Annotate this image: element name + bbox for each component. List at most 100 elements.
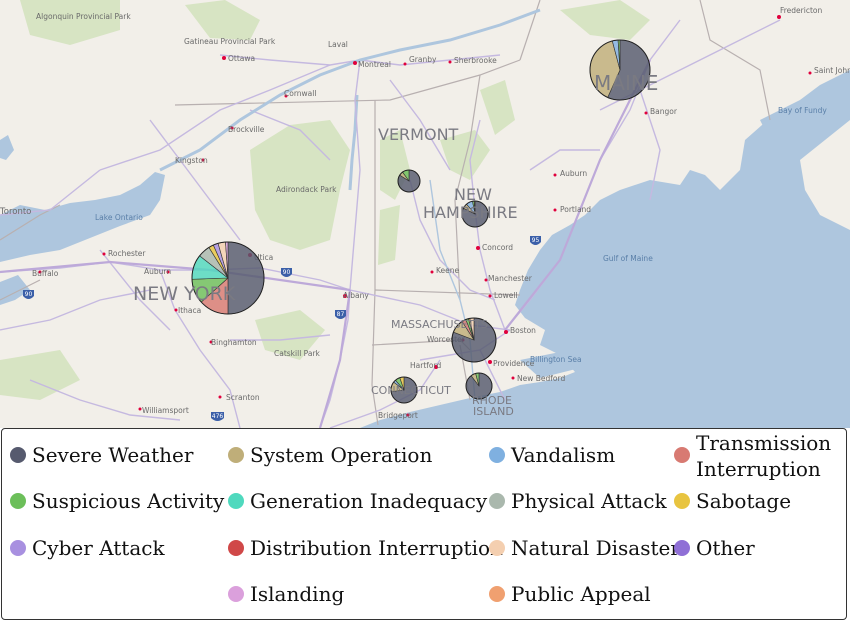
legend-swatch <box>489 493 505 509</box>
place-label-montreal: Montreal <box>358 60 391 69</box>
legend-label: Suspicious Activity <box>32 489 225 513</box>
place-label-auburn-ny: Auburn <box>144 267 171 276</box>
state-label-connecticut: CONNECTICUT <box>371 384 451 397</box>
place-label-saint-john: Saint John <box>814 66 850 75</box>
place-label-albany: Albany <box>343 291 369 300</box>
legend-label: Cyber Attack <box>32 536 165 560</box>
legend-swatch <box>674 540 690 556</box>
legend-label: Other <box>696 536 755 560</box>
place-label-keene: Keene <box>436 266 460 275</box>
bay-of-fundy <box>760 78 850 150</box>
legend-item-sabotage: Sabotage <box>674 488 791 514</box>
legend-item-other: Other <box>674 535 755 561</box>
state-label-rhode-island-1: RHODE <box>472 394 512 407</box>
place-label-portland: Portland <box>560 205 591 214</box>
legend-label: Islanding <box>250 582 345 606</box>
place-label-utica: Utica <box>254 253 273 262</box>
legend-swatch <box>228 447 244 463</box>
place-label-billington-sea: Billington Sea <box>530 355 582 364</box>
city-dots <box>38 15 812 417</box>
place-label-lowell: Lowell <box>494 291 518 300</box>
place-label-scranton: Scranton <box>226 393 260 402</box>
pie-new-york[interactable] <box>191 241 265 315</box>
place-label-fredericton: Fredericton <box>780 6 822 15</box>
place-label-ithaca: Ithaca <box>178 306 201 315</box>
place-label-gulf-of-maine: Gulf of Maine <box>603 254 653 263</box>
pie-outline <box>191 241 265 315</box>
place-label-auburn-me: Auburn <box>560 169 587 178</box>
highway-shields: 90 87 95 90 476 <box>23 236 541 421</box>
legend-label: Public Appeal <box>511 582 651 606</box>
legend-swatch <box>228 540 244 556</box>
svg-text:90: 90 <box>25 291 33 298</box>
place-label-adirondack: Adirondack Park <box>276 185 337 194</box>
legend-label: System Operation <box>250 443 433 467</box>
legend-label-line2: Interruption <box>696 457 821 481</box>
place-label-williamsport: Williamsport <box>142 406 189 415</box>
place-label-boston: Boston <box>510 326 536 335</box>
state-label-new-hampshire-1: NEW <box>454 185 492 204</box>
pie-outline <box>589 39 651 101</box>
legend-label: Generation Inadequacy <box>250 489 488 513</box>
place-label-binghamton: Binghamton <box>211 338 257 347</box>
state-label-massachusetts: MASSACHUSETTS <box>391 318 488 331</box>
atlantic-ocean <box>360 70 850 428</box>
legend-label: Natural Disaster <box>511 536 680 560</box>
place-label-toronto: Toronto <box>0 207 31 217</box>
pie-maine[interactable] <box>589 39 651 101</box>
legend-item-severe-weather: Severe Weather <box>10 442 193 468</box>
state-labels: MAINE VERMONT NEW HAMPSHIRE NEW YORK MAS… <box>133 71 658 418</box>
legend-swatch <box>489 586 505 602</box>
highway-shield: 95 <box>530 236 541 245</box>
place-label-cornwall: Cornwall <box>284 89 316 98</box>
legend-item-system-operation: System Operation <box>228 442 432 468</box>
legend: Severe Weather System Operation Vandalis… <box>1 428 847 620</box>
legend-item-transmission-interruption: Transmission Interruption <box>674 430 831 482</box>
place-label-sherbrooke: Sherbrooke <box>454 56 497 65</box>
legend-item-vandalism: Vandalism <box>489 442 615 468</box>
place-label-brockville: Brockville <box>228 125 265 134</box>
georgian-bay <box>0 135 14 160</box>
legend-swatch <box>10 447 26 463</box>
svg-text:87: 87 <box>337 311 345 318</box>
place-label-algonquin: Algonquin Provincial Park <box>36 12 131 21</box>
place-label-buffalo: Buffalo <box>32 269 59 278</box>
nova-scotia <box>800 120 850 230</box>
legend-swatch <box>674 447 690 463</box>
legend-item-natural-disaster: Natural Disaster <box>489 535 680 561</box>
lake-erie <box>0 275 30 305</box>
state-label-new-york: NEW YORK <box>133 283 236 305</box>
place-label-kingston: Kingston <box>175 156 208 165</box>
map[interactable]: Algonquin Provincial Park Ottawa Gatinea… <box>0 0 850 428</box>
place-label-laval: Laval <box>328 40 348 49</box>
legend-label: Physical Attack <box>511 489 667 513</box>
pie-rhode-island[interactable] <box>465 372 493 400</box>
place-labels: Algonquin Provincial Park Ottawa Gatinea… <box>0 6 850 420</box>
place-label-concord: Concord <box>482 243 513 252</box>
place-label-rochester: Rochester <box>108 249 146 258</box>
pie-massachusetts[interactable] <box>451 317 497 363</box>
legend-label: Sabotage <box>696 489 792 513</box>
pie-vermont[interactable] <box>397 169 421 193</box>
pie-outline <box>451 317 497 363</box>
legend-swatch <box>489 447 505 463</box>
legend-swatch <box>228 586 244 602</box>
state-label-maine: MAINE <box>594 71 658 95</box>
pie-new-hampshire[interactable] <box>461 200 489 228</box>
legend-swatch <box>10 493 26 509</box>
parks <box>0 0 650 400</box>
place-label-worcester: Worcester <box>427 335 466 344</box>
highway-shield: 476 <box>211 412 224 421</box>
legend-item-suspicious-activity: Suspicious Activity <box>10 488 224 514</box>
legend-item-generation-inadequacy: Generation Inadequacy <box>228 488 487 514</box>
place-label-manchester: Manchester <box>488 274 533 283</box>
pie-connecticut[interactable] <box>390 376 418 404</box>
legend-item-islanding: Islanding <box>228 581 344 607</box>
st-lawrence <box>159 8 541 172</box>
svg-text:95: 95 <box>532 237 540 244</box>
place-label-bay-of-fundy: Bay of Fundy <box>778 106 827 115</box>
legend-swatch <box>228 493 244 509</box>
legend-item-distribution-interruption: Distribution Interruption <box>228 535 503 561</box>
place-label-new-bedford: New Bedford <box>517 374 565 383</box>
